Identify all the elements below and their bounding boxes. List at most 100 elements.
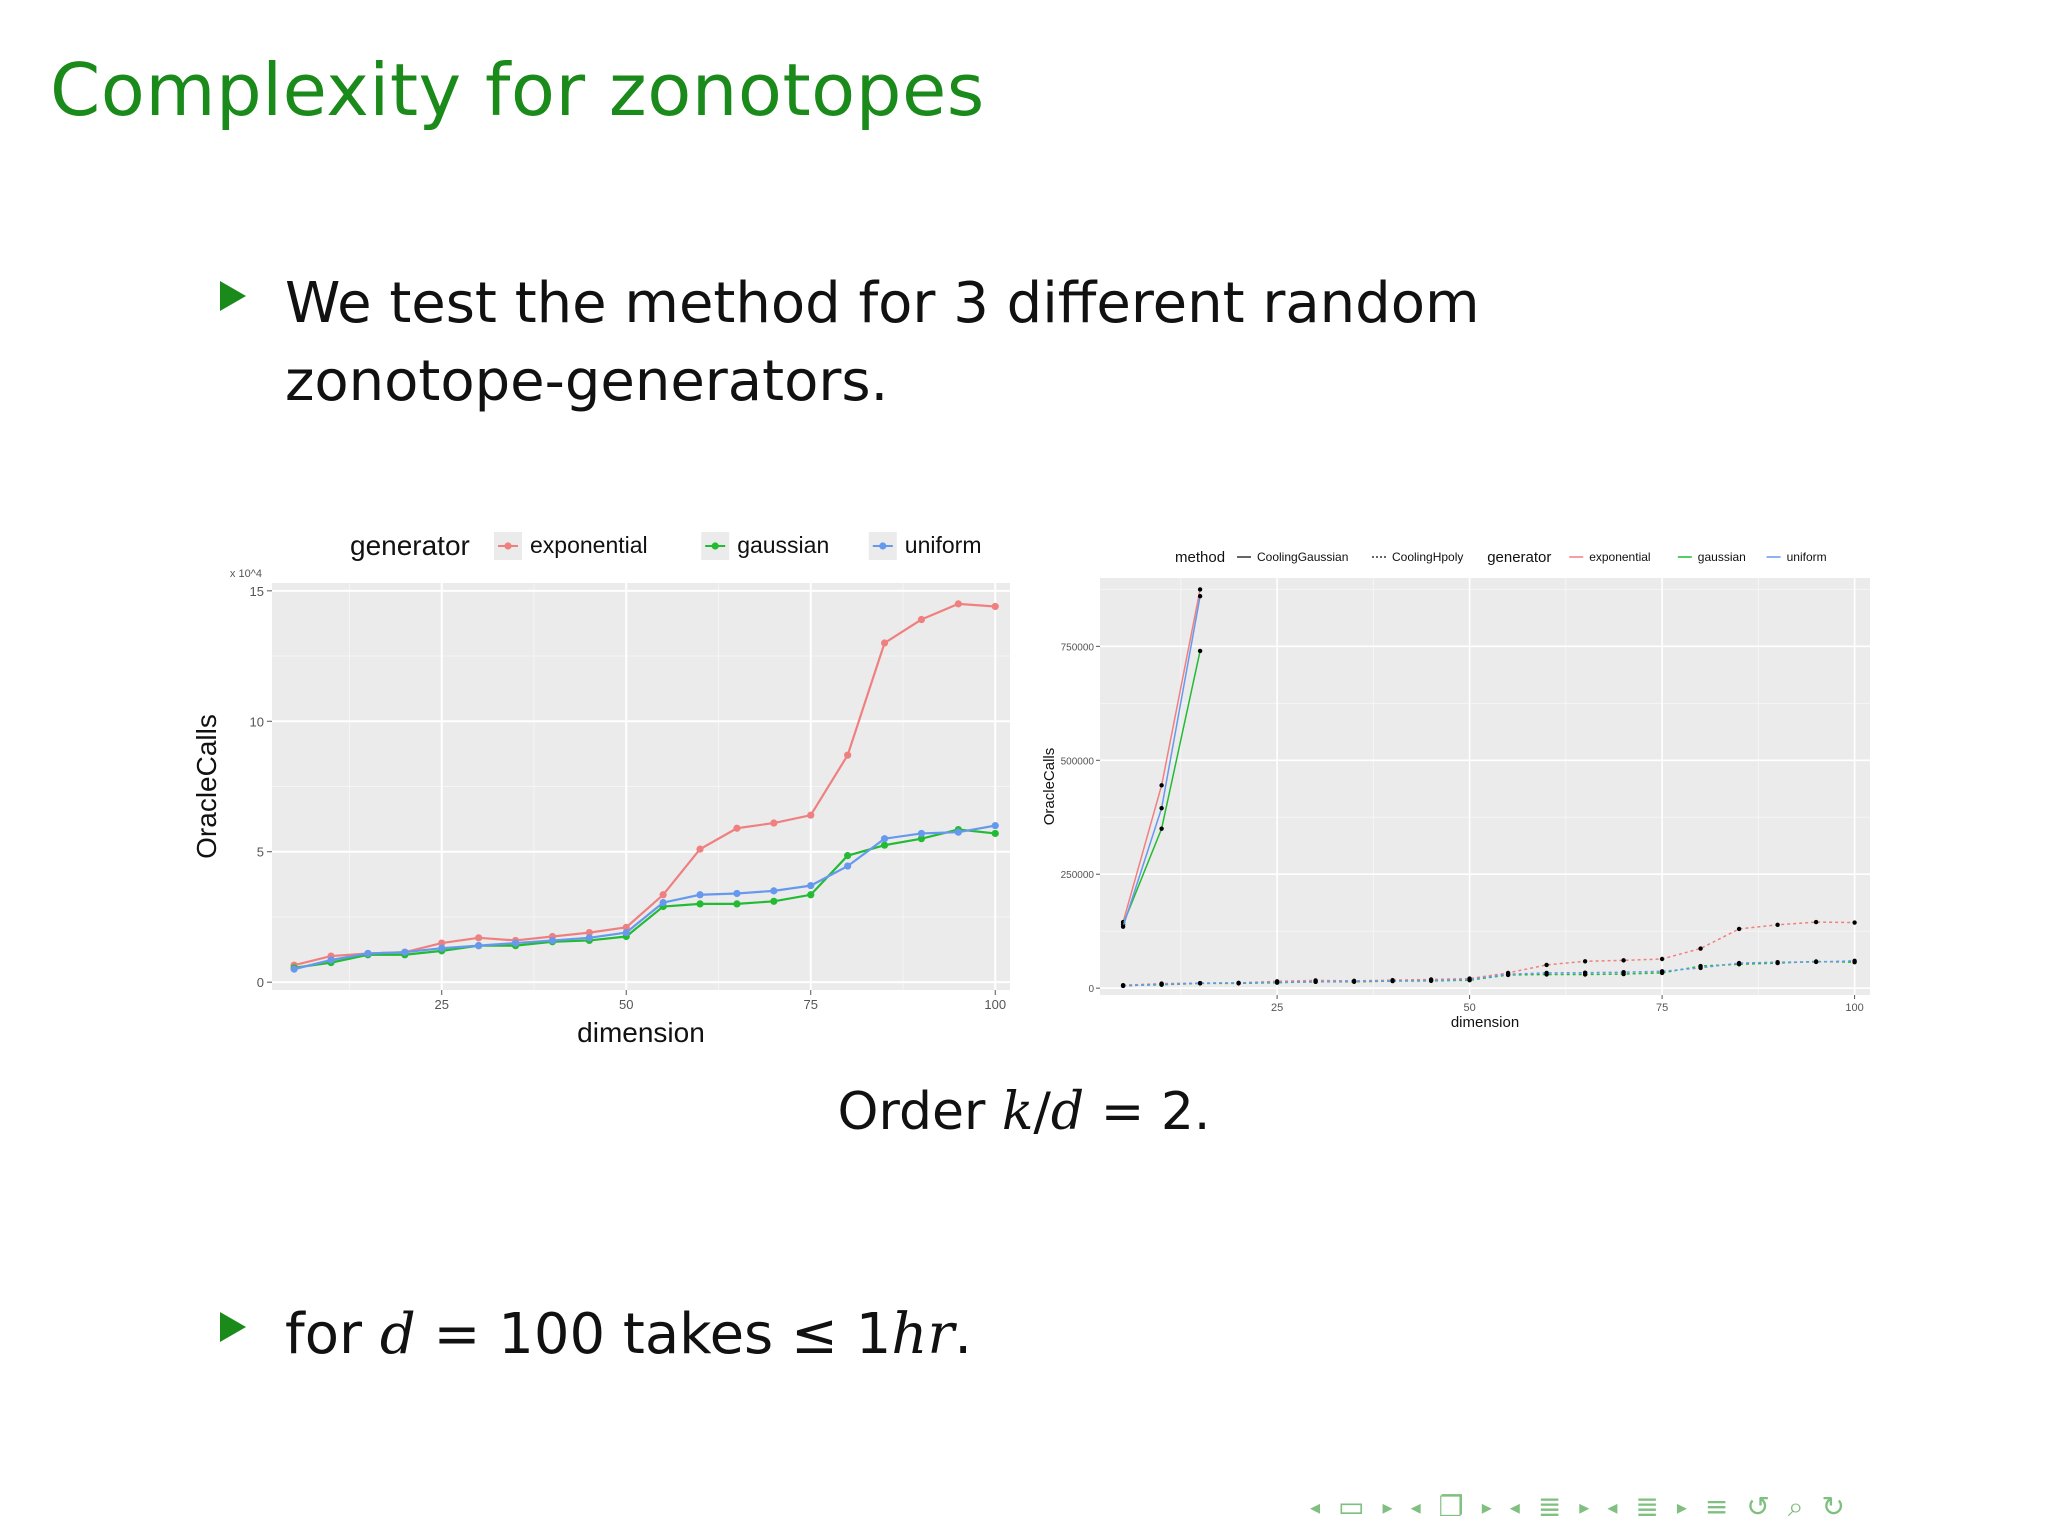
caption-suffix: = 2. bbox=[1084, 1082, 1211, 1142]
data-point-CoolingHpoly-uniform bbox=[1120, 924, 1126, 929]
frame-icon[interactable]: ▭ bbox=[1338, 1490, 1365, 1523]
nav-right-icon[interactable]: ▸ bbox=[1382, 1495, 1393, 1519]
data-point-CoolingGaussian-exponential bbox=[1736, 926, 1742, 932]
section-icon[interactable]: ≣ bbox=[1537, 1490, 1562, 1523]
search-icon[interactable]: ⌕ bbox=[1787, 1490, 1804, 1523]
doc-right-icon[interactable]: ▸ bbox=[1676, 1495, 1687, 1519]
data-point-CoolingGaussian-exponential bbox=[1813, 919, 1819, 925]
bullet2-mid: = 100 takes ≤ 1 bbox=[415, 1302, 892, 1367]
legend-label-exponential: exponential bbox=[530, 532, 648, 558]
data-point-gaussian bbox=[917, 835, 926, 843]
data-point-uniform bbox=[475, 942, 483, 950]
data-point-CoolingGaussian-uniform bbox=[1659, 969, 1665, 974]
data-point-gaussian bbox=[696, 900, 704, 908]
legend-label-generator: exponential bbox=[1589, 550, 1650, 564]
y-axis-label: OracleCalls bbox=[191, 714, 222, 859]
doc-icon[interactable]: ≣ bbox=[1635, 1490, 1659, 1523]
align-icon[interactable]: ≡ bbox=[1704, 1490, 1729, 1523]
x-tick-label: 75 bbox=[1656, 1002, 1668, 1014]
data-point-CoolingGaussian-exponential bbox=[1582, 959, 1588, 964]
data-point-uniform bbox=[770, 887, 778, 895]
data-point-CoolingGaussian-uniform bbox=[1813, 959, 1819, 965]
data-point-CoolingGaussian-uniform bbox=[1274, 980, 1280, 985]
y-tick-label: 15 bbox=[250, 584, 264, 599]
subsection-icon[interactable]: ❐ bbox=[1438, 1490, 1464, 1523]
x-axis-label: dimension bbox=[577, 1017, 705, 1048]
data-point-CoolingHpoly-exponential bbox=[1159, 783, 1164, 788]
order-caption: Order k/d = 2. bbox=[0, 1082, 2048, 1142]
x-tick-label: 50 bbox=[619, 997, 633, 1012]
legend-label-generator: uniform bbox=[1787, 550, 1827, 564]
data-point-CoolingGaussian-uniform bbox=[1698, 965, 1703, 971]
bullet2-hr: hr bbox=[891, 1302, 955, 1367]
data-point-CoolingGaussian-uniform bbox=[1351, 979, 1357, 984]
bullet-item: for d = 100 takes ≤ 1hr. bbox=[220, 1296, 1520, 1386]
data-point-CoolingGaussian-uniform bbox=[1159, 982, 1164, 987]
data-point-CoolingGaussian-exponential bbox=[1544, 962, 1549, 968]
data-point-exponential bbox=[622, 923, 630, 931]
y-tick-label: 0 bbox=[257, 975, 264, 990]
data-point-CoolingGaussian-uniform bbox=[1505, 972, 1511, 977]
data-point-CoolingGaussian-uniform bbox=[1852, 958, 1857, 964]
back-icon[interactable]: ↺ bbox=[1746, 1490, 1770, 1523]
doc-left-icon[interactable]: ◂ bbox=[1607, 1495, 1618, 1519]
legend-label-uniform: uniform bbox=[905, 532, 982, 558]
data-point-uniform bbox=[290, 965, 298, 973]
data-point-CoolingGaussian-uniform bbox=[1775, 959, 1780, 965]
legend-title-method: method bbox=[1175, 549, 1225, 566]
data-point-exponential bbox=[917, 615, 926, 624]
caption-d: d bbox=[1050, 1082, 1085, 1142]
y-axis-label: OracleCalls bbox=[1041, 748, 1058, 826]
data-point-exponential bbox=[475, 934, 483, 942]
series-line-gaussian bbox=[293, 828, 996, 969]
data-point-uniform bbox=[659, 898, 667, 907]
nav-left-icon[interactable]: ◂ bbox=[1310, 1495, 1321, 1519]
data-point-CoolingGaussian-uniform bbox=[1428, 978, 1434, 983]
chart-generator-comparison: 25 50 75 100 0 5 10 15 x 10^4 dimension OracleCall… bbox=[180, 520, 1020, 1060]
data-point-gaussian bbox=[733, 900, 741, 908]
x-tick-label: 100 bbox=[1845, 1002, 1863, 1014]
section-right-icon[interactable]: ▸ bbox=[1579, 1495, 1590, 1519]
data-point-uniform bbox=[401, 948, 409, 956]
bullet-text: We test the method for 3 different rando… bbox=[285, 271, 1480, 414]
bullet2-d: d bbox=[379, 1302, 416, 1367]
caption-k: k bbox=[1001, 1082, 1034, 1142]
undo-icon[interactable]: ↻ bbox=[1821, 1490, 1845, 1523]
data-point-uniform bbox=[917, 829, 926, 838]
data-point-uniform bbox=[807, 882, 815, 890]
bullet-item: We test the method for 3 different rando… bbox=[220, 265, 1520, 425]
bullet2-end: . bbox=[954, 1302, 973, 1367]
data-point-CoolingGaussian-uniform bbox=[1582, 970, 1588, 975]
legend-key-point-uniform bbox=[879, 542, 887, 550]
legend-label-method: CoolingHpoly bbox=[1392, 550, 1463, 564]
y-tick-label: 250000 bbox=[1061, 870, 1095, 881]
data-point-uniform bbox=[585, 934, 593, 942]
series-line-uniform bbox=[293, 824, 996, 971]
series-line-CoolingGaussian-uniform bbox=[1123, 960, 1855, 987]
data-point-exponential bbox=[991, 602, 999, 611]
legend-title-generator: generator bbox=[1487, 549, 1551, 566]
subsection-right-icon[interactable]: ▸ bbox=[1481, 1495, 1492, 1519]
subsection-left-icon[interactable]: ◂ bbox=[1410, 1495, 1421, 1519]
data-point-gaussian bbox=[991, 829, 999, 838]
y-multiplier-label: x 10^4 bbox=[230, 568, 262, 580]
data-point-CoolingHpoly-exponential bbox=[1197, 587, 1203, 592]
data-point-CoolingGaussian-uniform bbox=[1467, 977, 1472, 982]
x-tick-label: 50 bbox=[1463, 1002, 1475, 1014]
y-tick-label: 0 bbox=[1088, 984, 1094, 995]
legend-label-method: CoolingGaussian bbox=[1257, 550, 1348, 564]
data-point-exponential bbox=[807, 811, 815, 819]
data-point-uniform bbox=[327, 956, 335, 964]
y-tick-label: 5 bbox=[257, 845, 264, 860]
caption-prefix: Order bbox=[837, 1082, 1002, 1142]
data-point-CoolingGaussian-uniform bbox=[1736, 960, 1742, 966]
plot-panel bbox=[1100, 578, 1870, 995]
data-point-exponential bbox=[696, 845, 704, 853]
legend-key-point-gaussian bbox=[711, 542, 719, 550]
data-point-uniform bbox=[844, 862, 852, 870]
data-point-uniform bbox=[991, 822, 999, 830]
caption-slash: / bbox=[1033, 1082, 1051, 1142]
data-point-CoolingGaussian-uniform bbox=[1236, 980, 1241, 986]
data-point-CoolingGaussian-uniform bbox=[1313, 979, 1318, 984]
section-left-icon[interactable]: ◂ bbox=[1509, 1495, 1520, 1519]
